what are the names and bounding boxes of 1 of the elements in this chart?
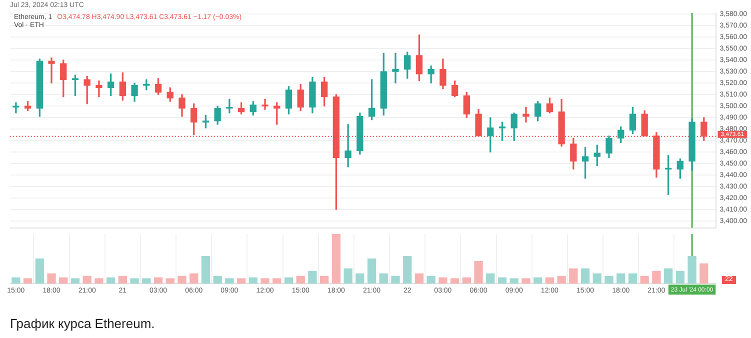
text: График курса Ethereum. — [10, 316, 155, 331]
